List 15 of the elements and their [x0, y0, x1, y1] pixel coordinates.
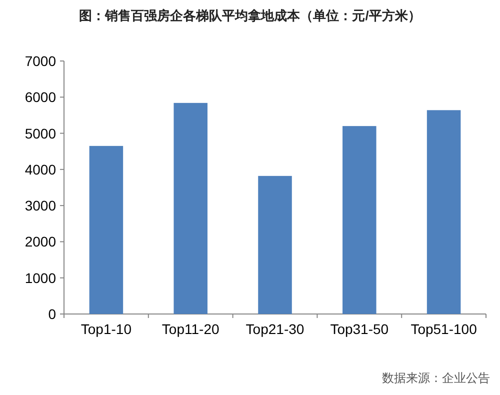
x-tick-label: Top21-30 — [246, 321, 304, 337]
y-tick-label: 3000 — [24, 198, 56, 214]
x-tick-label: Top1-10 — [80, 321, 132, 337]
x-tick-label: Top31-50 — [330, 321, 389, 337]
y-tick-label: 0 — [48, 306, 56, 322]
y-tick-label: 7000 — [24, 53, 56, 69]
y-tick-label: 4000 — [24, 161, 56, 178]
y-tick-label: 2000 — [24, 234, 56, 250]
x-tick-label: Top51-100 — [410, 321, 478, 337]
source-note: 数据来源：企业公告 — [382, 371, 490, 385]
x-tick-label: Top11-20 — [162, 321, 220, 337]
y-tick-label: 6000 — [24, 89, 56, 106]
chart-title: 图：销售百强房企各梯队平均拿地成本（单位：元/平方米） — [79, 8, 421, 23]
y-tick-label: 1000 — [24, 270, 56, 286]
y-tick-label: 5000 — [24, 125, 56, 142]
